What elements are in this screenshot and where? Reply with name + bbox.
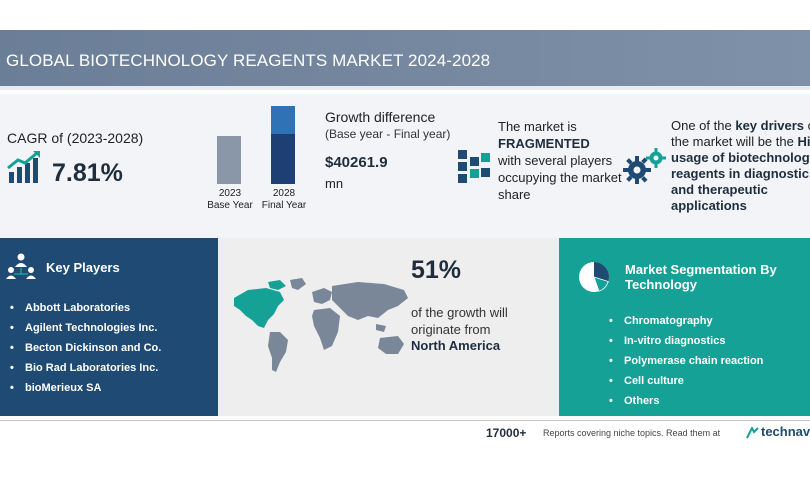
drivers-driver: High usage of biotechnology reagents in … bbox=[671, 134, 810, 213]
segmentation-list: Chromatography In-vitro diagnostics Poly… bbox=[609, 311, 763, 411]
list-item: Polymerase chain reaction bbox=[609, 351, 763, 371]
bar-label-final-year: 2028 Final Year bbox=[254, 188, 314, 212]
region-percent: 51% bbox=[411, 256, 462, 284]
page-title: GLOBAL BIOTECHNOLOGY REAGENTS MARKET 202… bbox=[6, 51, 491, 70]
cagr-value: 7.81% bbox=[52, 159, 123, 187]
list-item: In-vitro diagnostics bbox=[609, 331, 763, 351]
list-item: Becton Dickinson and Co. bbox=[10, 338, 161, 358]
list-item: Abbott Laboratories bbox=[10, 298, 161, 318]
fragmented-blocks-icon bbox=[458, 150, 490, 183]
list-item: Bio Rad Laboratories Inc. bbox=[10, 358, 161, 378]
market-fragmented: FRAGMENTED bbox=[498, 136, 590, 151]
market-line2: with several players occupying the marke… bbox=[498, 153, 622, 202]
gears-icon bbox=[623, 148, 666, 184]
growth-bars: 2023 Base Year 2028 Final Year bbox=[200, 104, 320, 234]
drivers-key: key drivers bbox=[735, 118, 805, 133]
key-players-panel: Key Players Abbott Laboratories Agilent … bbox=[0, 238, 218, 416]
growth-title: Growth difference bbox=[325, 109, 436, 125]
stats-row: CAGR of (2023-2028) 7.81% 2023 Base Year… bbox=[0, 94, 810, 238]
bar-year: 2023 bbox=[218, 188, 242, 199]
brand-link[interactable]: technavio bbox=[746, 424, 810, 442]
market-structure-text: The market is FRAGMENTED with several pl… bbox=[498, 118, 628, 203]
region-text: of the growth will originate from bbox=[411, 305, 508, 337]
drivers-middle: of the market will be the bbox=[671, 118, 810, 149]
brand-name: technavio bbox=[761, 424, 810, 439]
technavio-logo-icon bbox=[746, 427, 759, 439]
bar-year: 2028 bbox=[272, 188, 296, 199]
list-item: Chromatography bbox=[609, 311, 763, 331]
region-name: North America bbox=[411, 338, 501, 353]
growth-unit: mn bbox=[325, 176, 344, 191]
bar-label-base-year: 2023 Base Year bbox=[200, 188, 260, 212]
footer: 17000+ Reports covering niche topics. Re… bbox=[0, 422, 810, 444]
list-item: Others bbox=[609, 391, 763, 411]
pie-chart-icon bbox=[579, 262, 609, 292]
segmentation-panel: Market Segmentation By Technology Chroma… bbox=[559, 238, 810, 416]
title-bar: GLOBAL BIOTECHNOLOGY REAGENTS MARKET 202… bbox=[0, 30, 810, 90]
drivers-intro: One of the bbox=[671, 118, 732, 133]
bar-chart-growth-icon bbox=[7, 151, 40, 183]
bar-base-year bbox=[217, 136, 241, 184]
key-players-list: Abbott Laboratories Agilent Technologies… bbox=[10, 298, 161, 398]
bar-caption: Base Year bbox=[207, 200, 253, 211]
bar-final-year-increment bbox=[271, 106, 295, 134]
bar-caption: Final Year bbox=[261, 200, 307, 211]
growth-subtitle: (Base year - Final year) bbox=[325, 127, 451, 141]
market-line1: The market is bbox=[498, 119, 577, 134]
growth-value: $40261.9 bbox=[325, 154, 388, 171]
bar-final-year-base bbox=[271, 134, 295, 184]
report-count: 17000+ bbox=[486, 426, 527, 440]
cagr-label: CAGR of (2023-2028) bbox=[7, 130, 144, 146]
footer-note: Reports covering niche topics. Read them… bbox=[543, 428, 721, 438]
region-panel: 51% of the growth will originate from No… bbox=[218, 238, 559, 416]
key-drivers-text: One of the key drivers of the market wil… bbox=[671, 118, 810, 214]
segmentation-title: Market Segmentation By Technology bbox=[625, 262, 777, 292]
key-players-title: Key Players bbox=[46, 260, 120, 275]
world-map-icon bbox=[234, 278, 408, 372]
list-item: bioMerieux SA bbox=[10, 378, 161, 398]
list-item: Agilent Technologies Inc. bbox=[10, 318, 161, 338]
list-item: Cell culture bbox=[609, 371, 763, 391]
footer-divider bbox=[0, 420, 810, 421]
network-people-icon bbox=[6, 253, 36, 279]
infographic: GLOBAL BIOTECHNOLOGY REAGENTS MARKET 202… bbox=[0, 30, 810, 445]
